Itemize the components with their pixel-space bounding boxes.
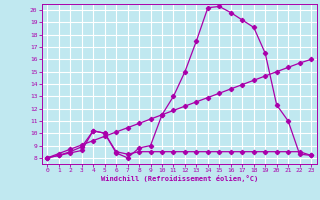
X-axis label: Windchill (Refroidissement éolien,°C): Windchill (Refroidissement éolien,°C) xyxy=(100,175,258,182)
